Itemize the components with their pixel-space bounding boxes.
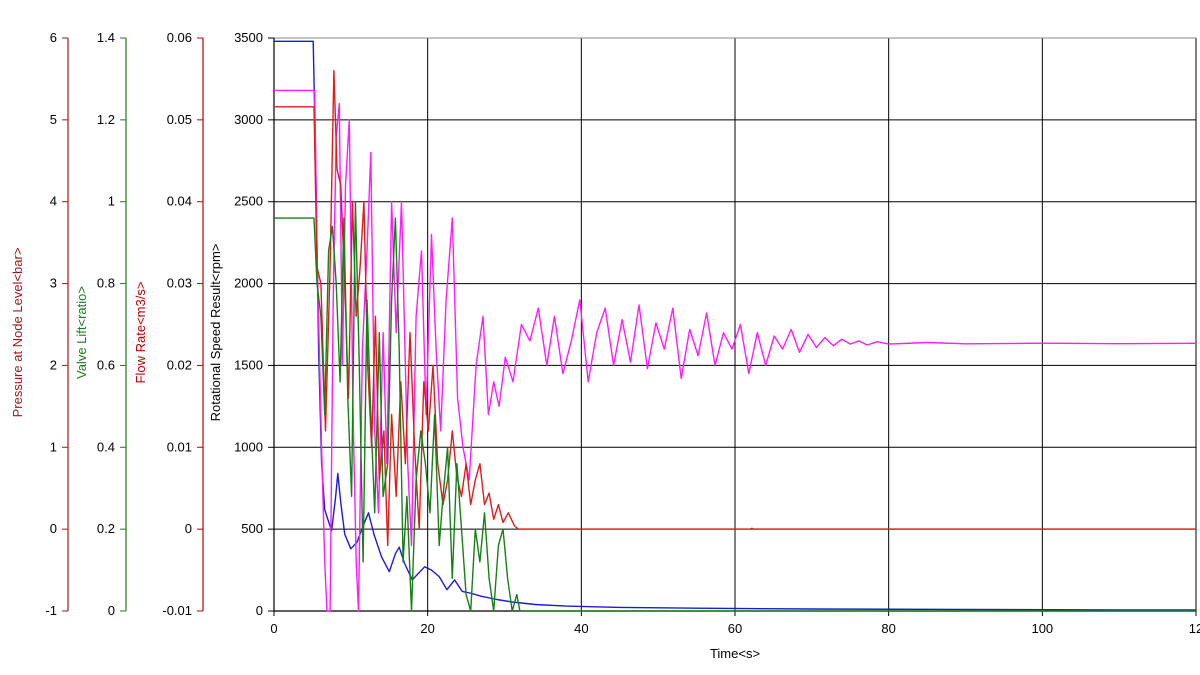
y-tick-label: 2000	[234, 276, 263, 291]
y-axis-valve: 0 0.2 0.4 0.6 0.8 1 1.2 1.4 Valve Lift<ratio>	[74, 30, 127, 618]
y-tick-label: 0.01	[167, 439, 192, 454]
y-tick-label: 0.06	[167, 30, 192, 45]
y-axis-label: Rotational Speed Result<rpm>	[208, 244, 223, 422]
y-tick-label: 3	[50, 276, 57, 291]
y-axis-speed: 0 500 1000 1500 2000 2500 3000 3500 Rotational S…	[208, 30, 275, 618]
y-tick-label: 3500	[234, 30, 263, 45]
y-tick-label: 0.04	[167, 194, 192, 209]
y-tick-label: 0	[50, 521, 57, 536]
y-tick-label: 0.6	[97, 357, 115, 372]
y-axis-flow: -0.01 0 0.01 0.02 0.03 0.04 0.05 0.06 Flow Rate<…	[133, 30, 204, 618]
y-tick-label: 1500	[234, 357, 263, 372]
y-tick-label: 1000	[234, 439, 263, 454]
y-tick-label: 1	[108, 194, 115, 209]
x-tick-label: 80	[881, 621, 895, 636]
x-tick-label: 0	[270, 621, 277, 636]
y-axis-pressure: -1 0 1 2 3 4 5 6 Pressure at Node Level<bar>	[10, 30, 69, 618]
x-tick-label: 40	[574, 621, 588, 636]
y-tick-label: 0.05	[167, 112, 192, 127]
y-tick-label: 500	[241, 521, 263, 536]
series-line-green	[274, 201, 1196, 612]
y-tick-label: 1.4	[97, 30, 115, 45]
x-tick-label: 12	[1189, 621, 1200, 636]
y-tick-label: 0	[256, 603, 263, 618]
y-tick-label: 4	[50, 194, 57, 209]
y-axis-label: Flow Rate<m3/s>	[133, 282, 148, 384]
y-tick-label: -0.01	[162, 603, 192, 618]
grid-lines	[273, 37, 1197, 612]
y-tick-label: 2500	[234, 194, 263, 209]
y-tick-label: 0.2	[97, 521, 115, 536]
y-axes: -1 0 1 2 3 4 5 6 Pressure at Node Level<bar> 0 0.2…	[10, 30, 275, 618]
y-tick-label: 1.2	[97, 112, 115, 127]
y-tick-label: 2	[50, 357, 57, 372]
y-axis-label: Valve Lift<ratio>	[74, 286, 89, 379]
x-axis-label: Time<s>	[710, 646, 760, 661]
plot-area	[274, 40, 1197, 612]
x-tick-label: 100	[1031, 621, 1053, 636]
y-tick-label: 0	[108, 603, 115, 618]
y-axis-label: Pressure at Node Level<bar>	[10, 248, 25, 418]
y-tick-label: 0.03	[167, 276, 192, 291]
x-tick-label: 60	[728, 621, 742, 636]
y-tick-label: 0.02	[167, 357, 192, 372]
y-tick-label: 6	[50, 30, 57, 45]
y-tick-label: 0.8	[97, 276, 115, 291]
y-tick-label: 1	[50, 439, 57, 454]
x-tick-label: 20	[420, 621, 434, 636]
y-tick-label: 3000	[234, 112, 263, 127]
y-tick-label: 5	[50, 112, 57, 127]
y-tick-label: 0	[185, 521, 192, 536]
y-tick-label: -1	[45, 603, 57, 618]
y-tick-label: 0.4	[97, 439, 115, 454]
x-axis: 0 20 40 60 80 100 12	[270, 611, 1200, 636]
